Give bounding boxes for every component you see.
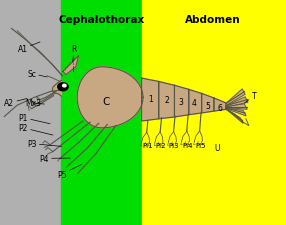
Text: Cephalothorax: Cephalothorax [58, 15, 145, 25]
Text: 6: 6 [217, 104, 222, 112]
Circle shape [63, 85, 66, 88]
Text: Mx3: Mx3 [26, 99, 44, 108]
Text: Pl1: Pl1 [142, 142, 153, 148]
Polygon shape [63, 56, 79, 75]
Text: Pl2: Pl2 [156, 142, 166, 148]
Text: U: U [214, 144, 220, 153]
Text: P4: P4 [39, 154, 70, 163]
Text: Pl4: Pl4 [182, 142, 193, 148]
Polygon shape [202, 94, 214, 113]
Circle shape [58, 83, 68, 91]
Bar [61, 0, 142, 225]
Text: C: C [102, 96, 110, 106]
Text: R: R [71, 45, 76, 63]
Text: Sc: Sc [27, 70, 47, 79]
Text: 4: 4 [192, 99, 197, 108]
Text: P5: P5 [57, 165, 82, 179]
Text: 3: 3 [178, 97, 183, 106]
Text: T: T [245, 92, 256, 104]
Bar [142, 0, 286, 225]
Text: 1: 1 [148, 94, 152, 104]
Polygon shape [77, 68, 143, 128]
Bar [0, 0, 61, 225]
Polygon shape [52, 81, 61, 97]
Polygon shape [226, 104, 247, 110]
Text: A2: A2 [4, 99, 27, 108]
Text: Pl3: Pl3 [169, 142, 180, 148]
Text: P1: P1 [19, 114, 50, 124]
Polygon shape [226, 90, 245, 105]
Text: 2: 2 [164, 96, 169, 105]
Text: A1: A1 [18, 43, 40, 54]
Polygon shape [226, 97, 248, 107]
Polygon shape [159, 82, 174, 119]
Polygon shape [214, 99, 226, 112]
Polygon shape [226, 109, 243, 124]
Polygon shape [174, 86, 189, 117]
Text: P2: P2 [19, 124, 53, 135]
Polygon shape [142, 79, 159, 122]
Text: Abdomen: Abdomen [185, 15, 241, 25]
Text: P3: P3 [27, 140, 61, 148]
Text: 5: 5 [205, 101, 210, 110]
Text: Pl5: Pl5 [196, 142, 206, 148]
Polygon shape [226, 108, 246, 116]
Polygon shape [189, 90, 202, 115]
